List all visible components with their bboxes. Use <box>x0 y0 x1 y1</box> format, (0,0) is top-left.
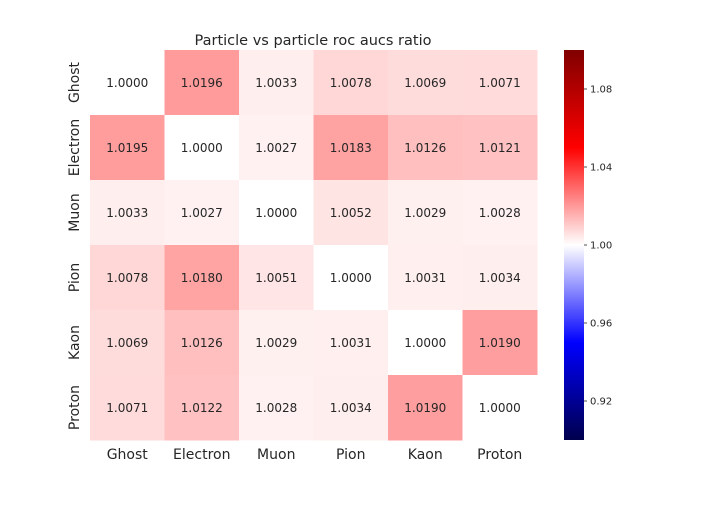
y-tick-label: Ghost <box>67 61 83 103</box>
y-tick-label: Kaon <box>67 325 83 360</box>
cell-value-label: 1.0033 <box>255 76 297 90</box>
cell-value-label: 1.0190 <box>404 401 446 415</box>
heatmap-cell <box>462 115 538 181</box>
cell-value-label: 1.0071 <box>479 76 521 90</box>
cell-value-label: 1.0126 <box>404 141 446 155</box>
heatmap-cell <box>164 375 240 441</box>
cell-value-label: 1.0183 <box>330 141 372 155</box>
heatmap-cell <box>164 245 240 311</box>
x-tick-label: Pion <box>336 447 365 463</box>
y-tick-labels: Ghost Electron Muon Pion Kaon Proton <box>67 61 83 430</box>
heatmap-cell <box>462 245 538 311</box>
cell-value-label: 1.0000 <box>330 271 372 285</box>
heatmap-cell <box>388 245 463 311</box>
heatmap-cell <box>388 180 463 246</box>
colorbar-tick-label: 0.92 <box>590 397 612 408</box>
cell-value-label: 1.0069 <box>404 76 446 90</box>
cell-value-label: 1.0031 <box>330 336 372 350</box>
y-tick-label: Muon <box>67 193 83 231</box>
cell-value-label: 1.0051 <box>255 271 297 285</box>
cell-value-label: 1.0028 <box>479 206 521 220</box>
heatmap-cell <box>164 180 240 246</box>
colorbar-tick-label: 1.08 <box>590 85 612 96</box>
heatmap-cell <box>90 375 165 441</box>
cell-value-label: 1.0027 <box>181 206 223 220</box>
colorbar-tick-label: 0.96 <box>590 319 612 330</box>
cell-value-label: 1.0190 <box>479 336 521 350</box>
heatmap-cell <box>90 50 165 116</box>
cell-value-label: 1.0033 <box>106 206 148 220</box>
x-tick-label: Kaon <box>408 447 443 463</box>
x-tick-label: Proton <box>477 447 522 463</box>
heatmap-cell <box>462 310 538 376</box>
heatmap-cell <box>90 245 165 311</box>
heatmap-cell <box>90 180 165 246</box>
cell-value-label: 1.0121 <box>479 141 521 155</box>
cell-value-label: 1.0034 <box>479 271 521 285</box>
x-tick-labels: Ghost Electron Muon Pion Kaon Proton <box>107 447 523 463</box>
cell-value-label: 1.0196 <box>181 76 223 90</box>
x-tick-label: Electron <box>173 447 230 463</box>
cell-value-label: 1.0034 <box>330 401 372 415</box>
cell-value-label: 1.0126 <box>181 336 223 350</box>
heatmap-cell <box>239 375 314 441</box>
cell-value-label: 1.0122 <box>181 401 223 415</box>
colorbar <box>564 50 584 440</box>
heatmap-cell <box>239 115 314 181</box>
heatmap-cell <box>313 180 389 246</box>
cell-value-label: 1.0000 <box>479 401 521 415</box>
heatmap-cell <box>462 50 538 116</box>
cell-value-label: 1.0028 <box>255 401 297 415</box>
heatmap-cell <box>239 245 314 311</box>
y-tick-label: Proton <box>67 385 83 430</box>
y-tick-label: Electron <box>67 119 83 176</box>
heatmap-cell <box>388 375 463 441</box>
heatmap-cells: 1.0000 1.0196 1.0033 1.0078 1.0069 1.0071 1.01… <box>90 50 538 441</box>
heatmap-cell <box>462 375 538 441</box>
cell-value-label: 1.0031 <box>404 271 446 285</box>
heatmap-cell <box>164 50 240 116</box>
cell-value-label: 1.0000 <box>106 76 148 90</box>
heatmap-cell <box>90 310 165 376</box>
cell-value-label: 1.0069 <box>106 336 148 350</box>
cell-value-label: 1.0195 <box>106 141 148 155</box>
cell-value-label: 1.0052 <box>330 206 372 220</box>
heatmap-cell <box>90 115 165 181</box>
cell-value-label: 1.0029 <box>404 206 446 220</box>
heatmap-cell <box>388 310 463 376</box>
cell-value-label: 1.0180 <box>181 271 223 285</box>
heatmap-cell <box>313 245 389 311</box>
heatmap-cell <box>239 180 314 246</box>
heatmap-cell <box>164 115 240 181</box>
heatmap-cell <box>239 310 314 376</box>
chart-title: Particle vs particle roc aucs ratio <box>195 33 432 49</box>
heatmap-cell <box>313 115 389 181</box>
cell-value-label: 1.0000 <box>404 336 446 350</box>
cell-value-label: 1.0029 <box>255 336 297 350</box>
colorbar-tick-label: 1.00 <box>590 241 612 252</box>
heatmap-cell <box>239 50 314 116</box>
heatmap-cell <box>313 310 389 376</box>
x-tick-label: Ghost <box>107 447 149 463</box>
heatmap-cell <box>462 180 538 246</box>
cell-value-label: 1.0078 <box>330 76 372 90</box>
heatmap-cell <box>388 50 463 116</box>
cell-value-label: 1.0078 <box>106 271 148 285</box>
x-tick-label: Muon <box>257 447 295 463</box>
cell-value-label: 1.0071 <box>106 401 148 415</box>
colorbar-tick-label: 1.04 <box>590 163 612 174</box>
heatmap-cell <box>313 50 389 116</box>
heatmap-cell <box>164 310 240 376</box>
heatmap-cell <box>313 375 389 441</box>
cell-value-label: 1.0000 <box>181 141 223 155</box>
cell-value-label: 1.0027 <box>255 141 297 155</box>
y-tick-label: Pion <box>67 263 83 292</box>
heatmap-cell <box>388 115 463 181</box>
cell-value-label: 1.0000 <box>255 206 297 220</box>
colorbar-ticks: 0.92 0.96 1.00 1.04 1.08 <box>584 85 612 408</box>
